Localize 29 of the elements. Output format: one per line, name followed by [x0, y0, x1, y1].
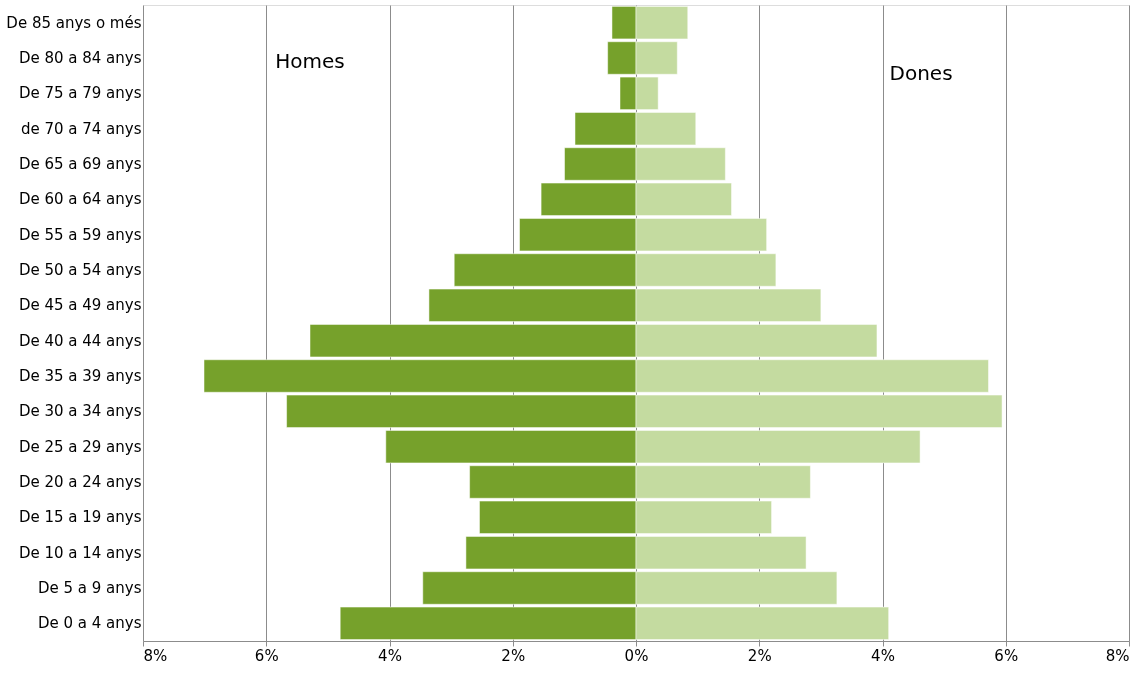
y-tick-label: De 30 a 34 anys — [18, 402, 142, 421]
annotation: Homes — [275, 48, 345, 73]
x-tick-label: 6% — [254, 646, 279, 665]
x-tick-label: 2% — [747, 646, 772, 665]
x-tick-label: 8% — [143, 646, 168, 665]
y-tick-label: De 40 a 44 anys — [18, 331, 142, 350]
y-tick-label: De 60 a 64 anys — [18, 190, 142, 209]
y-tick-label: De 25 a 29 anys — [18, 437, 142, 456]
x-tick-label: 2% — [501, 646, 526, 665]
y-tick-label: De 55 a 59 anys — [18, 225, 142, 244]
x-tick-label: 8% — [1105, 646, 1130, 665]
x-tick-label: 6% — [994, 646, 1019, 665]
x-tick-label: 0% — [624, 646, 649, 665]
x-tick-label: 4% — [378, 646, 402, 665]
annotation: Dones — [889, 61, 953, 86]
y-tick-label: De 15 a 19 anys — [18, 508, 142, 527]
y-tick-label: De 85 anys o més — [6, 13, 142, 32]
y-tick-label: De 65 a 69 anys — [18, 155, 142, 173]
y-tick-label: De 75 a 79 anys — [18, 84, 142, 103]
y-tick-label: De 80 a 84 anys — [18, 49, 142, 67]
y-tick-label: de 70 a 74 anys — [20, 119, 142, 138]
y-tick-label: De 20 a 24 anys — [18, 473, 142, 491]
y-tick-label: De 45 a 49 anys — [18, 296, 142, 315]
y-tick-label: De 10 a 14 anys — [18, 543, 142, 562]
y-tick-label: De 0 a 4 anys — [37, 614, 142, 633]
y-tick-label: De 35 a 39 anys — [18, 367, 142, 385]
y-tick-label: De 50 a 54 anys — [18, 261, 142, 279]
x-tick-label: 4% — [871, 646, 895, 665]
y-tick-label: De 5 a 9 anys — [37, 579, 142, 597]
